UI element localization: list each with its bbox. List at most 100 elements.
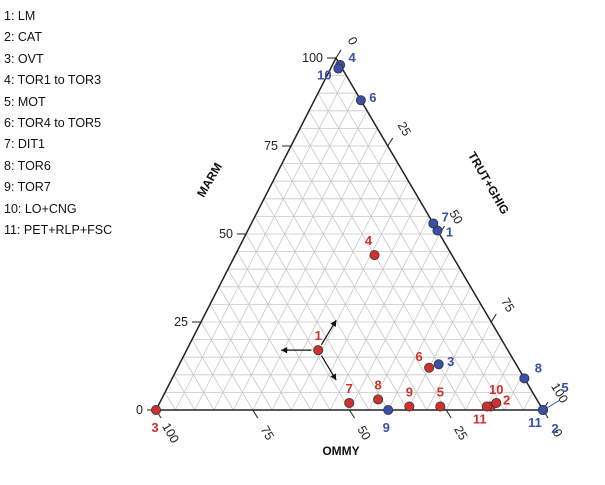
grid-line [213,110,368,411]
data-point [435,401,446,412]
data-point [355,95,366,106]
bottom-tick-label: 75 [258,423,277,442]
grid-line [291,181,409,411]
data-point [333,63,344,74]
grid-line [245,233,350,411]
grid-line [290,145,447,411]
grid-line [523,392,534,411]
data-point [428,218,439,229]
arrow-head [330,320,337,327]
data-label: 1 [315,328,322,343]
bottom-tick-label: 50 [354,423,373,442]
data-label: 6 [416,349,423,364]
grid-line [349,233,440,411]
left-tick-label: 100 [302,51,323,65]
data-label: 8 [375,377,382,392]
data-point [383,404,394,415]
grid-line [182,356,215,411]
direction-arrows [281,319,337,381]
bottom-tick-mark [252,409,259,419]
grid-line [308,110,486,411]
data-point [369,250,380,261]
data-label: 5 [561,380,568,395]
right-tick-label: 50 [446,207,465,226]
grid-line [407,286,471,411]
data-label: 11 [528,415,542,430]
legend-item: 11: PET+RLP+FSC [4,223,113,238]
legend-item: 2: CAT [4,30,42,45]
data-point [538,404,549,415]
axis-label-trut-ghig: TRUT+GHIG [465,149,512,216]
grid-line [426,304,482,411]
arrow-head [281,346,288,354]
data-label: 10 [317,68,331,83]
data-point [150,404,161,415]
left-tick-label: 25 [174,315,188,329]
data-point [373,394,384,405]
grid-line [227,268,312,411]
bottom-tick-label: 25 [451,423,470,442]
grid-line [445,321,492,411]
data-label: 2 [551,421,558,436]
data-label: 9 [406,384,413,399]
legend-item: 10: LO+CNG [4,201,77,216]
legend-item: 1: LM [4,9,36,23]
legend-item: 5: MOT [4,94,46,109]
left-tick-label: 75 [264,139,278,153]
grid-line [236,251,331,411]
right-tick-mark [335,49,342,59]
right-tick-mark [490,313,497,323]
left-tick-label: 0 [136,403,143,417]
grid-line [503,374,523,411]
data-label: 5 [437,384,444,399]
data-label: 7 [442,209,449,224]
right-tick-label: 0 [345,34,361,47]
right-tick-mark [387,137,394,147]
grid-line [252,145,389,411]
grid-line [164,392,176,411]
arrow-head [330,373,337,381]
data-point [491,397,502,408]
grid-line [209,304,273,411]
grid-line [484,357,513,411]
data-label: 7 [346,381,353,396]
grid-line [326,75,524,411]
data-label: 2 [503,392,510,407]
data-point [404,401,415,412]
data-label: 1 [446,224,453,239]
label-leader-line [546,399,561,409]
grid-line [218,286,292,411]
grid-line [387,269,461,411]
data-label: 9 [383,420,390,435]
chart-grid [164,75,534,411]
legend-item: 6: TOR4 to TOR5 [4,116,102,131]
axis-label-ommy: OMMY [322,444,359,458]
data-label: 3 [447,354,454,369]
data-point [424,362,435,373]
right-tick-label: 25 [395,119,414,138]
grid-line [329,216,430,411]
left-tick-label: 50 [219,227,233,241]
data-point [481,401,492,412]
grid-line [272,180,408,411]
data-point [433,359,444,370]
grid-line [173,374,196,411]
bottom-tick-mark [445,409,452,419]
legend-item: 7: DIT1 [4,137,45,152]
grid-line [368,251,451,411]
data-label: 4 [365,233,373,248]
data-label: 6 [369,90,376,105]
legend-item: 4: TOR1 to TOR3 [4,73,102,88]
right-tick-label: 75 [498,295,517,314]
legend-item: 3: OVT [4,51,44,66]
bottom-tick-mark [349,409,355,419]
data-point [344,397,355,408]
grid-line [174,75,347,411]
data-label: 8 [535,360,542,375]
legend-item: 8: TOR6 [4,158,51,173]
bottom-tick-label: 100 [159,420,182,445]
grid-line [200,321,254,411]
data-label: 3 [151,420,158,435]
